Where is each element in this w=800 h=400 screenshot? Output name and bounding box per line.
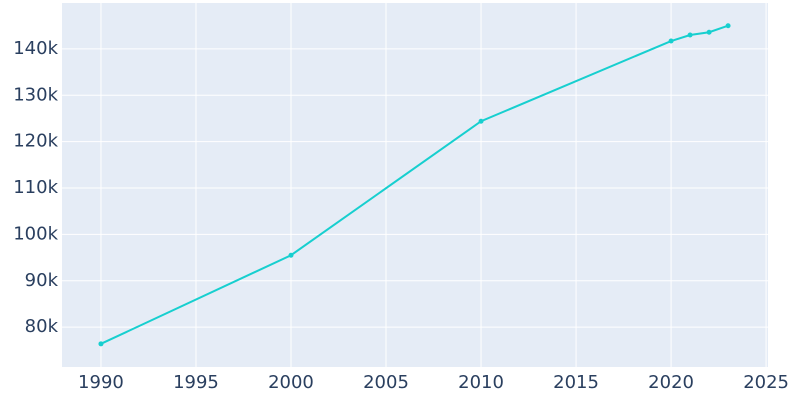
y-tick-label: 120k [13,131,58,152]
data-point [725,23,731,29]
y-tick-label: 80k [25,316,59,337]
data-point [288,252,294,258]
x-tick-label: 2015 [553,372,599,393]
x-tick-label: 2010 [458,372,504,393]
y-tick-label: 110k [13,177,58,198]
y-tick-label: 90k [25,270,59,291]
x-tick-label: 2005 [363,372,409,393]
data-point [687,32,693,38]
data-point [478,118,484,124]
x-tick-label: 1995 [173,372,219,393]
y-tick-label: 130k [13,84,58,105]
data-point [668,38,674,44]
x-tick-label: 2025 [743,372,789,393]
data-point [706,29,712,35]
y-tick-label: 140k [13,38,58,59]
x-tick-label: 2020 [648,372,694,393]
x-tick-label: 1990 [78,372,124,393]
y-tick-label: 100k [13,223,58,244]
x-tick-label: 2000 [268,372,314,393]
data-point [98,341,104,347]
